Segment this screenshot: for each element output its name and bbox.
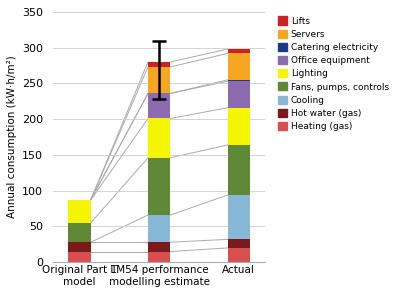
Bar — [148, 252, 170, 262]
Bar — [228, 81, 250, 108]
Bar — [228, 239, 250, 248]
Bar — [228, 108, 250, 145]
Bar — [69, 242, 91, 252]
Bar — [228, 145, 250, 195]
Bar — [148, 94, 170, 119]
Bar — [148, 67, 170, 94]
Bar — [69, 200, 91, 223]
Bar — [148, 242, 170, 252]
Bar — [228, 49, 250, 53]
Bar — [228, 248, 250, 262]
Legend: Lifts, Servers, Catering electricity, Office equipment, Lighting, Fans, pumps, c: Lifts, Servers, Catering electricity, Of… — [278, 16, 389, 131]
Bar — [148, 62, 170, 67]
Bar — [148, 158, 170, 215]
Bar — [228, 80, 250, 81]
Bar — [69, 223, 91, 242]
Bar — [228, 195, 250, 239]
Bar — [148, 215, 170, 242]
Y-axis label: Annual consumption (kW·h/m²): Annual consumption (kW·h/m²) — [7, 56, 17, 218]
Bar — [69, 252, 91, 262]
Bar — [228, 53, 250, 80]
Bar — [148, 119, 170, 158]
